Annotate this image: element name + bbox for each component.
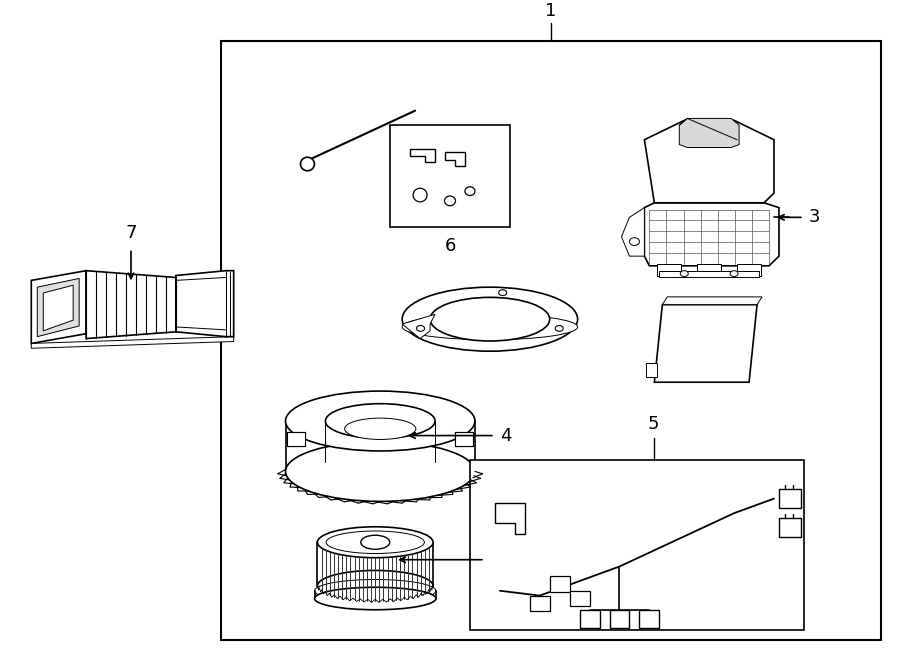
Bar	[570, 591, 590, 606]
Ellipse shape	[314, 587, 436, 609]
Polygon shape	[644, 120, 774, 203]
Bar	[221, 41, 881, 641]
Ellipse shape	[413, 188, 428, 202]
Bar	[391, 125, 509, 227]
Polygon shape	[662, 297, 762, 305]
Polygon shape	[32, 271, 86, 344]
Polygon shape	[654, 305, 757, 382]
Ellipse shape	[314, 580, 436, 602]
Text: 2: 2	[490, 551, 501, 568]
Bar	[657, 264, 681, 276]
Polygon shape	[660, 271, 759, 278]
Polygon shape	[37, 278, 79, 336]
Ellipse shape	[629, 238, 639, 245]
Bar	[470, 460, 804, 629]
Ellipse shape	[465, 187, 475, 196]
Ellipse shape	[326, 404, 435, 438]
Ellipse shape	[555, 325, 563, 331]
Bar	[455, 432, 472, 446]
Text: 4: 4	[500, 426, 511, 445]
Ellipse shape	[445, 196, 455, 206]
Ellipse shape	[730, 271, 738, 276]
Polygon shape	[86, 271, 176, 338]
Bar	[639, 610, 660, 627]
Polygon shape	[680, 118, 739, 147]
Polygon shape	[495, 504, 525, 535]
Bar	[287, 432, 305, 446]
Bar	[530, 596, 550, 611]
Bar	[698, 264, 721, 276]
Ellipse shape	[345, 418, 416, 440]
Ellipse shape	[499, 290, 507, 295]
Bar	[455, 432, 472, 446]
Bar	[779, 489, 801, 508]
Ellipse shape	[285, 391, 475, 451]
Ellipse shape	[402, 314, 578, 340]
Bar	[737, 264, 761, 276]
Polygon shape	[402, 315, 435, 338]
Ellipse shape	[326, 531, 425, 553]
Bar	[580, 610, 599, 627]
Ellipse shape	[417, 325, 425, 331]
Bar	[609, 610, 629, 627]
Polygon shape	[43, 286, 73, 330]
Bar	[779, 518, 801, 537]
Text: 7: 7	[125, 223, 137, 241]
Polygon shape	[32, 336, 234, 348]
Ellipse shape	[680, 271, 688, 276]
Ellipse shape	[430, 297, 550, 341]
Polygon shape	[445, 152, 465, 166]
Ellipse shape	[318, 570, 433, 602]
Polygon shape	[410, 149, 435, 162]
Ellipse shape	[402, 287, 578, 351]
Bar	[550, 576, 570, 592]
Text: 6: 6	[445, 237, 455, 254]
Ellipse shape	[361, 535, 390, 549]
Polygon shape	[176, 271, 234, 336]
Text: 1: 1	[545, 1, 556, 20]
Ellipse shape	[318, 527, 433, 558]
Polygon shape	[622, 208, 644, 256]
Ellipse shape	[301, 157, 314, 171]
Polygon shape	[646, 363, 657, 377]
Text: 3: 3	[809, 208, 821, 226]
Polygon shape	[644, 203, 779, 266]
Bar	[287, 432, 305, 446]
Ellipse shape	[285, 442, 475, 502]
Text: 5: 5	[648, 414, 660, 433]
